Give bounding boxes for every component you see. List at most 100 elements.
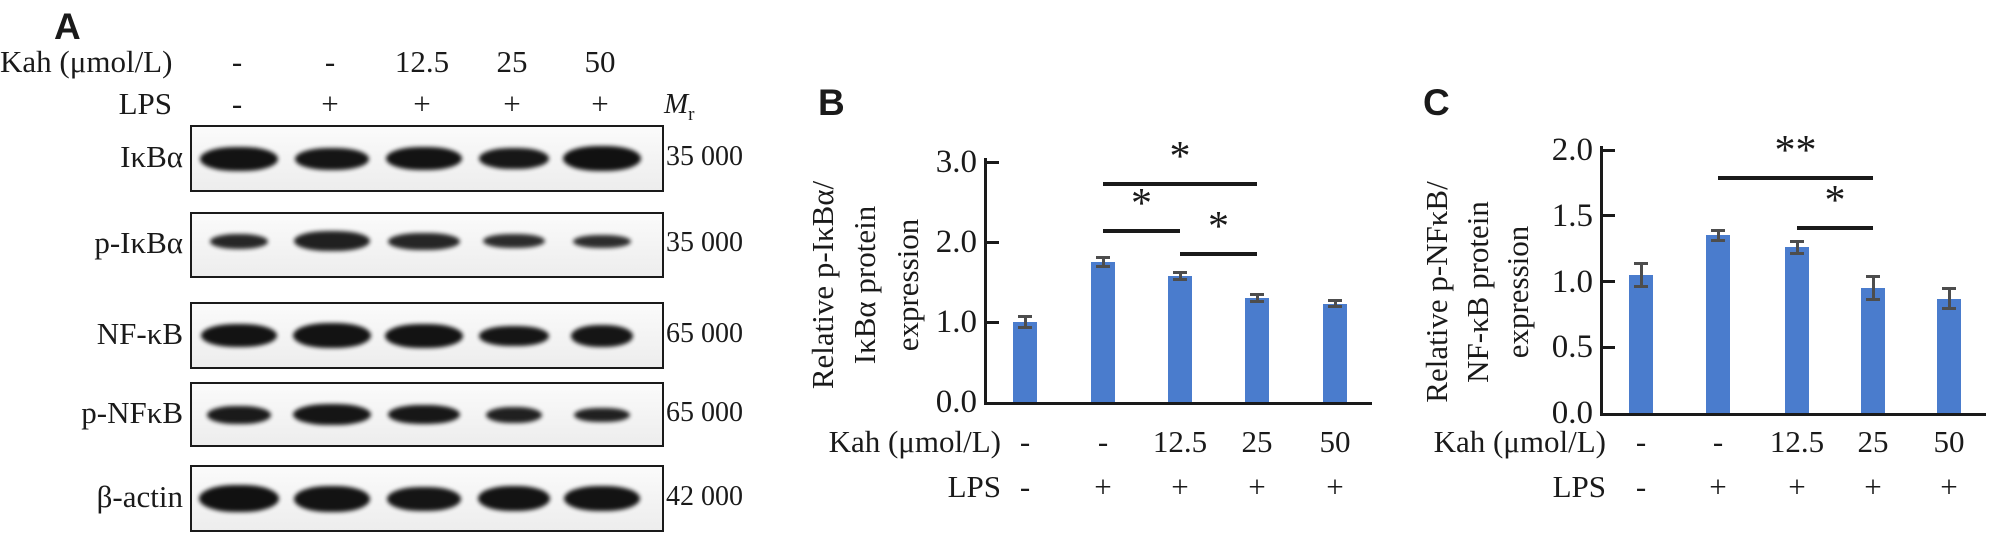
significance-bracket-line — [1103, 182, 1257, 186]
mr-subscript: r — [688, 103, 695, 125]
blot-strip — [190, 125, 664, 192]
data-bar — [1629, 274, 1653, 413]
y-tick-label: 2.0 — [1551, 132, 1593, 168]
y-axis-line — [1600, 146, 1603, 413]
error-bar-line — [1796, 240, 1799, 254]
y-tick-label: 0.5 — [1551, 329, 1593, 366]
kah-dose-value: 25 — [1857, 424, 1889, 459]
protein-band — [201, 324, 277, 347]
data-bar — [1861, 288, 1885, 413]
error-bar-cap-top — [1328, 299, 1342, 303]
error-bar-line — [1102, 257, 1105, 267]
error-bar-cap-bottom — [1328, 304, 1342, 308]
data-bar — [1013, 322, 1037, 402]
y-axis-tick — [1603, 148, 1615, 152]
panel-b-letter: B — [818, 82, 845, 123]
protein-band — [293, 323, 371, 348]
chart-b-ylabel-line2: IκBα protein — [847, 205, 882, 365]
protein-band — [295, 147, 369, 170]
panel-a-lps-row-label: LPS — [118, 86, 172, 121]
chart-c-ylabel-line1: Relative p-NFκB/ — [1419, 181, 1454, 403]
protein-band — [486, 406, 542, 423]
protein-band — [388, 405, 460, 424]
y-tick-label: 0.0 — [1551, 395, 1593, 431]
chart-c-kah-row-label: Kah (μmol/L) — [1433, 424, 1606, 459]
lps-treatment-value: + — [591, 86, 609, 121]
lps-treatment-value: + — [503, 86, 521, 121]
significance-bracket-line — [1180, 251, 1257, 256]
chart-b-lps-row-label: LPS — [947, 469, 1001, 504]
kah-dose-value: - — [231, 44, 243, 79]
protein-band — [483, 234, 545, 248]
blot-strip — [190, 465, 664, 532]
protein-band — [479, 325, 549, 346]
molecular-weight-value: 35 000 — [666, 227, 743, 258]
error-bar-cap-bottom — [1096, 264, 1110, 268]
protein-band — [388, 232, 460, 250]
significance-asterisk: * — [1131, 181, 1152, 228]
error-bar-cap-top — [1711, 229, 1725, 233]
lps-treatment-value: - — [1019, 469, 1031, 504]
y-axis-tick — [1603, 214, 1615, 218]
lps-treatment-value: + — [321, 86, 339, 121]
panel-a-mr-header: Mr — [664, 84, 695, 125]
error-bar-cap-bottom — [1250, 300, 1264, 303]
molecular-weight-value: 35 000 — [666, 140, 743, 172]
protein-label: β-actin — [96, 478, 183, 514]
error-bar-cap-top — [1634, 262, 1648, 266]
protein-band — [385, 323, 463, 348]
error-bar-line — [1640, 263, 1643, 287]
protein-label: NF-κB — [96, 315, 183, 351]
kah-dose-value: - — [324, 44, 336, 79]
kah-dose-value: - — [1097, 424, 1109, 459]
data-bar — [1937, 298, 1961, 413]
kah-dose-value: 50 — [584, 44, 616, 79]
y-tick-label: 1.0 — [1551, 263, 1593, 300]
significance-asterisk: * — [1208, 203, 1229, 250]
error-bar-cap-top — [1250, 293, 1264, 296]
error-bar-line — [1872, 276, 1875, 300]
protein-band — [386, 147, 462, 170]
y-axis-tick — [1603, 345, 1615, 349]
protein-band — [573, 234, 631, 248]
data-bar — [1785, 247, 1809, 413]
error-bar-cap-bottom — [1942, 307, 1956, 311]
error-bar-cap-bottom — [1634, 284, 1648, 288]
molecular-weight-value: 65 000 — [666, 396, 743, 428]
y-tick-label: 0.0 — [935, 384, 977, 420]
protein-label: IκBα — [120, 138, 183, 174]
y-axis-tick — [987, 320, 999, 324]
lps-treatment-value: + — [1940, 469, 1958, 504]
y-tick-label: 1.0 — [935, 304, 977, 340]
error-bar-cap-bottom — [1866, 297, 1880, 301]
y-tick-label: 3.0 — [935, 144, 977, 180]
error-bar-line — [1948, 288, 1951, 310]
chart-b-ylabel-line1: Relative p-IκBα/ — [805, 180, 840, 390]
lps-treatment-value: + — [1788, 469, 1806, 504]
lps-treatment-value: + — [413, 86, 431, 121]
lps-treatment-value: + — [1171, 469, 1189, 504]
significance-asterisk: * — [1169, 134, 1191, 180]
lps-treatment-value: + — [1094, 469, 1112, 504]
significance-bracket-line — [1718, 176, 1873, 181]
kah-dose-value: 12.5 — [1769, 424, 1825, 459]
y-axis-tick — [987, 240, 999, 244]
protein-band — [200, 146, 278, 171]
error-bar-line — [1256, 294, 1259, 302]
error-bar-cap-top — [1790, 239, 1804, 243]
blot-strip — [190, 382, 664, 447]
panel-a-letter: A — [54, 6, 81, 47]
lps-treatment-value: - — [231, 86, 243, 121]
protein-band — [563, 146, 641, 171]
protein-band — [574, 407, 630, 422]
significance-asterisk: ** — [1774, 128, 1817, 175]
y-axis-tick — [987, 160, 999, 164]
kah-dose-value: - — [1019, 424, 1031, 459]
kah-dose-value: 12.5 — [1152, 424, 1208, 459]
protein-band — [571, 324, 633, 347]
kah-dose-value: - — [1712, 424, 1724, 459]
error-bar-line — [1717, 230, 1720, 241]
chart-c-ylabel-line2: NF-κB protein — [1460, 201, 1495, 383]
y-tick-label: 1.5 — [1551, 197, 1593, 234]
lps-treatment-value: - — [1635, 469, 1647, 504]
